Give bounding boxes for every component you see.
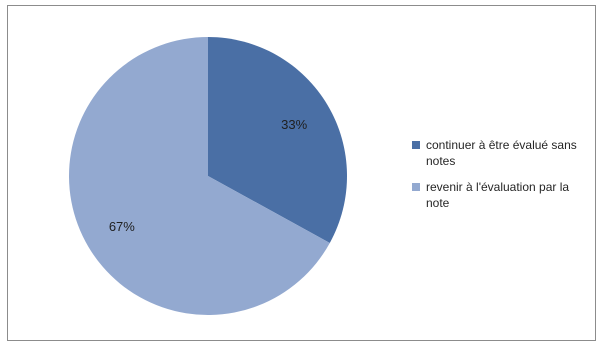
pie-slice-label-1: 67%	[109, 219, 135, 234]
legend-swatch-0	[412, 141, 420, 149]
chart-frame: 33% 67% continuer à être évalué sans note…	[7, 5, 596, 341]
legend-item: continuer à être évalué sans notes	[412, 137, 592, 169]
legend-label: continuer à être évalué sans notes	[426, 138, 577, 168]
pie-slice-0	[208, 37, 348, 243]
pie-chart: 33% 67%	[69, 37, 348, 316]
legend-item: revenir à l'évaluation par la note	[412, 179, 592, 211]
pie-slices	[69, 37, 348, 316]
pie-slice-label-0: 33%	[281, 117, 307, 132]
pie-slice-1	[69, 37, 330, 316]
legend: continuer à être évalué sans notes reven…	[412, 137, 592, 221]
pie-slice-labels: 33% 67%	[109, 117, 308, 234]
legend-swatch-1	[412, 183, 420, 191]
legend-label: revenir à l'évaluation par la note	[426, 180, 570, 210]
